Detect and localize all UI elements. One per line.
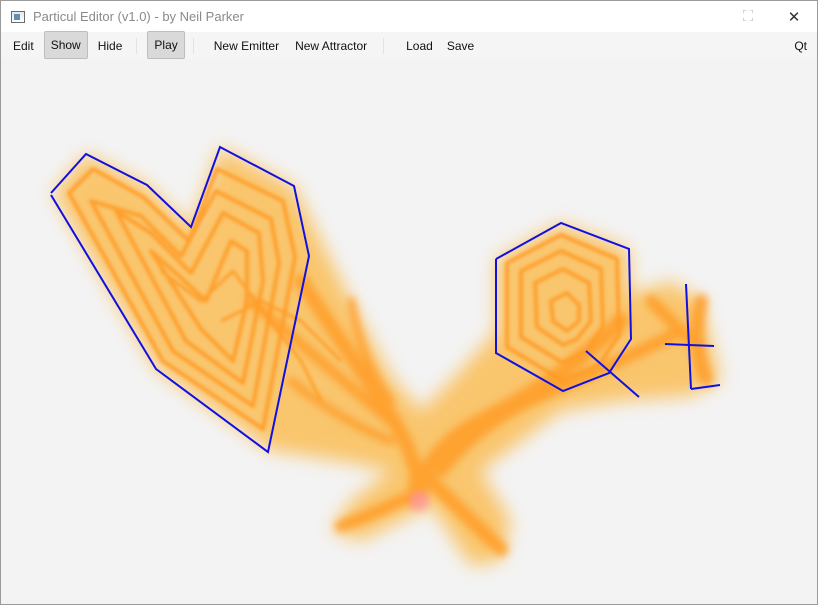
t-emitter-foot[interactable]: [690, 384, 721, 390]
hexagon-emitter-outline[interactable]: [495, 221, 633, 393]
close-button[interactable]: ✕: [787, 8, 801, 26]
load-button[interactable]: Load: [406, 38, 433, 53]
heart-emitter-trails: [67, 167, 343, 431]
about-qt-button[interactable]: Qt: [794, 38, 807, 53]
save-button[interactable]: Save: [446, 38, 475, 53]
hide-button[interactable]: Hide: [97, 38, 123, 53]
toolbar-separator: [383, 37, 385, 54]
play-button[interactable]: Play: [147, 31, 185, 59]
t-emitter-stem[interactable]: [685, 283, 692, 390]
title-bar[interactable]: Particul Editor (v1.0) - by Neil Parker …: [1, 1, 817, 32]
particle-canvas[interactable]: [1, 59, 817, 604]
maximize-button[interactable]: ⛶: [742, 8, 754, 25]
toolbar-separator: [192, 37, 194, 54]
window-controls: ⛶ ✕: [725, 1, 817, 32]
edit-button[interactable]: Edit: [13, 38, 34, 53]
show-button[interactable]: Show: [43, 31, 88, 59]
toolbar: Edit Show Hide Play New Emitter New Attr…: [1, 31, 817, 60]
new-attractor-button[interactable]: New Attractor: [295, 38, 368, 53]
toolbar-separator: [136, 37, 138, 54]
hexagon-emitter-trails: [505, 233, 621, 383]
app-window-icon: [11, 10, 25, 23]
t-emitter-bar[interactable]: [664, 343, 715, 347]
particle-scene[interactable]: [1, 59, 817, 604]
attractor-hot-spot: [409, 491, 429, 511]
emitter-outlines[interactable]: [50, 145, 721, 454]
window-title: Particul Editor (v1.0) - by Neil Parker: [33, 9, 244, 24]
new-emitter-button[interactable]: New Emitter: [213, 38, 280, 53]
hexagon-emitter-tail[interactable]: [585, 350, 640, 398]
heart-emitter-outline[interactable]: [50, 145, 311, 454]
